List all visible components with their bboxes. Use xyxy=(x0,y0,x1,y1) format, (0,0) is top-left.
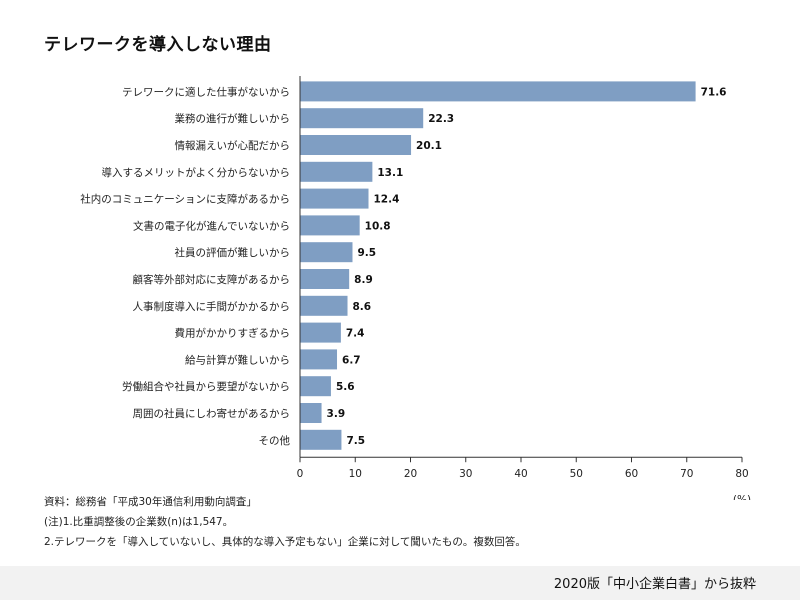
bar xyxy=(300,269,350,289)
chart-title: テレワークを導入しない理由 xyxy=(44,35,272,55)
chart-notes: 資料：総務省「平成30年通信利用動向調査」 (注)1.比重調整後の企業数(n)は… xyxy=(44,492,526,552)
bar xyxy=(300,403,322,423)
x-tick-label: 10 xyxy=(349,468,362,480)
x-tick-label: 80 xyxy=(735,468,748,480)
category-label: 人事制度導入に手間がかかるから xyxy=(133,300,291,313)
category-label: 情報漏えいが心配だから xyxy=(175,139,291,152)
category-label: 業務の進行が難しいから xyxy=(175,112,291,125)
note-source: 資料：総務省「平成30年通信利用動向調査」 xyxy=(44,496,257,508)
data-label: 20.1 xyxy=(416,140,442,152)
data-label: 7.4 xyxy=(346,328,365,340)
x-tick-label: 60 xyxy=(625,468,638,480)
note-question: 2.テレワークを「導入していないし、具体的な導入予定もない」企業に対して聞いたも… xyxy=(44,536,526,548)
bar xyxy=(300,242,353,263)
note-sample-size: (注)1.比重調整後の企業数(n)は1,547。 xyxy=(44,516,234,528)
category-label: テレワークに適した仕事がないから xyxy=(122,85,290,98)
data-label: 10.8 xyxy=(365,220,391,232)
x-axis-unit-label: (%) xyxy=(733,494,751,500)
category-label: 導入するメリットがよく分からないから xyxy=(102,166,290,179)
bar xyxy=(300,322,341,343)
data-label: 71.6 xyxy=(701,86,727,98)
data-label: 8.9 xyxy=(354,274,373,286)
x-tick-label: 20 xyxy=(404,468,417,480)
bar-chart: テレワークに適した仕事がないから 71.6 業務の進行が難しいから 22.3 情報漏えい… xyxy=(80,76,751,500)
category-label: 文書の電子化が進んでいないから xyxy=(133,219,290,232)
data-label: 7.5 xyxy=(346,435,365,447)
bar xyxy=(300,429,342,450)
data-label: 12.4 xyxy=(374,194,400,206)
category-label: その他 xyxy=(259,434,291,447)
category-label: 給与計算が難しいから xyxy=(185,353,290,366)
source-credit: 2020版「中小企業白書」から抜粋 xyxy=(553,577,756,592)
category-label: 社内のコミュニケーションに支障があるから xyxy=(80,193,290,206)
data-label: 13.1 xyxy=(377,167,403,179)
bar xyxy=(300,376,331,397)
data-label: 5.6 xyxy=(336,381,355,393)
category-label: 費用がかかりすぎるから xyxy=(175,327,291,340)
x-tick-label: 30 xyxy=(459,468,472,480)
bar xyxy=(300,161,373,182)
data-label: 8.6 xyxy=(353,301,372,313)
category-label: 労働組合や社員から要望がないから xyxy=(122,380,290,393)
category-label: 社員の評価が難しいから xyxy=(175,246,291,259)
bar xyxy=(300,215,360,236)
category-label: 顧客等外部対応に支障があるから xyxy=(133,273,291,286)
bar xyxy=(300,81,696,102)
bar xyxy=(300,349,338,370)
category-label: 周囲の社員にしわ寄せがあるから xyxy=(133,407,291,420)
x-tick-label: 70 xyxy=(680,468,693,480)
footer-bar: 2020版「中小企業白書」から抜粋 xyxy=(0,566,800,600)
data-label: 3.9 xyxy=(327,408,346,420)
x-tick-label: 0 xyxy=(297,468,304,480)
data-label: 6.7 xyxy=(342,354,361,366)
data-label: 22.3 xyxy=(428,113,454,125)
x-tick-label: 50 xyxy=(570,468,583,480)
bar xyxy=(300,108,424,129)
bar xyxy=(300,295,348,316)
bar xyxy=(300,188,369,209)
data-label: 9.5 xyxy=(357,247,376,259)
x-tick-label: 40 xyxy=(514,468,527,480)
bar xyxy=(300,135,412,155)
